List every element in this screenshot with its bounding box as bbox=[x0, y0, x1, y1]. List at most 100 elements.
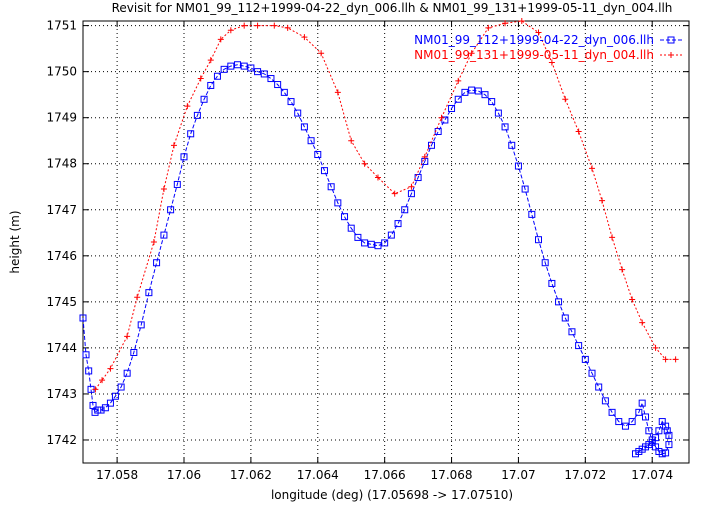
data-point bbox=[227, 62, 235, 70]
data-point bbox=[220, 65, 228, 73]
data-point bbox=[485, 24, 492, 31]
legend-sample-2 bbox=[660, 52, 683, 58]
data-point bbox=[347, 224, 355, 232]
data-point bbox=[217, 36, 224, 43]
data-point bbox=[663, 427, 671, 435]
data-point bbox=[117, 383, 125, 391]
data-point bbox=[241, 22, 248, 29]
data-point bbox=[658, 418, 666, 426]
data-point bbox=[555, 298, 563, 306]
series-2 bbox=[92, 18, 679, 393]
data-point bbox=[254, 22, 261, 29]
data-point bbox=[581, 355, 589, 363]
data-point bbox=[153, 259, 161, 267]
data-point bbox=[401, 206, 409, 214]
data-point bbox=[89, 401, 97, 409]
data-point bbox=[652, 344, 659, 351]
data-point bbox=[672, 356, 679, 363]
data-point bbox=[629, 296, 636, 303]
x-axis: 17.058 17.06 17.062 17.064 17.066 17.068 17.07… bbox=[96, 21, 673, 482]
plot-frame bbox=[82, 20, 690, 464]
data-point bbox=[387, 231, 395, 239]
data-point bbox=[535, 236, 543, 244]
data-point bbox=[518, 18, 525, 24]
data-point bbox=[662, 356, 669, 363]
data-point bbox=[645, 427, 653, 435]
data-point bbox=[562, 96, 569, 103]
x-tick-label: 17.074 bbox=[631, 468, 673, 482]
data-point bbox=[213, 72, 221, 80]
data-point bbox=[361, 239, 369, 247]
data-point bbox=[130, 349, 138, 356]
data-point bbox=[407, 190, 415, 198]
data-point bbox=[468, 86, 476, 94]
data-point bbox=[167, 206, 175, 214]
series-layer bbox=[79, 18, 679, 458]
data-point bbox=[601, 397, 609, 405]
data-point bbox=[341, 213, 349, 221]
data-point bbox=[160, 186, 167, 193]
data-point bbox=[227, 27, 234, 34]
data-point bbox=[274, 81, 282, 89]
data-point bbox=[381, 239, 389, 247]
y-axis-label: height (m) bbox=[8, 210, 22, 273]
legend-label-1: NM01_99_112+1999-04-22_dyn_006.llh bbox=[414, 33, 654, 47]
data-point bbox=[548, 59, 555, 66]
data-point bbox=[609, 234, 616, 241]
series-1-line bbox=[82, 64, 670, 455]
series-1 bbox=[79, 61, 673, 458]
data-point bbox=[85, 367, 93, 375]
data-point bbox=[474, 87, 482, 95]
x-tick-label: 17.07 bbox=[501, 468, 535, 482]
data-point bbox=[271, 22, 278, 29]
data-point bbox=[97, 406, 105, 414]
data-point bbox=[421, 153, 428, 160]
data-point bbox=[240, 62, 248, 70]
y-tick-label: 1744 bbox=[46, 341, 77, 355]
legend-sample-1 bbox=[660, 36, 683, 44]
data-point bbox=[348, 137, 355, 144]
data-point bbox=[502, 20, 509, 27]
data-point bbox=[280, 88, 288, 96]
data-point bbox=[374, 174, 381, 181]
data-point bbox=[320, 167, 328, 175]
data-point bbox=[173, 180, 181, 188]
data-point bbox=[361, 160, 368, 167]
data-point bbox=[247, 64, 255, 72]
y-tick-label: 1746 bbox=[46, 249, 77, 263]
data-point bbox=[655, 427, 663, 435]
data-point bbox=[528, 210, 536, 218]
data-point bbox=[448, 104, 456, 112]
y-axis: 1742 1743 1744 1745 1746 1747 1748 1749 1750 1751 bbox=[46, 19, 689, 447]
data-point bbox=[391, 190, 398, 197]
grid bbox=[83, 21, 689, 463]
data-point bbox=[92, 386, 99, 393]
data-point bbox=[307, 137, 315, 145]
data-point bbox=[481, 91, 489, 99]
data-point bbox=[207, 81, 215, 89]
data-point bbox=[468, 50, 475, 57]
y-tick-label: 1745 bbox=[46, 295, 77, 309]
data-point bbox=[438, 114, 445, 121]
data-point bbox=[79, 314, 87, 322]
data-point bbox=[588, 369, 596, 377]
data-point bbox=[314, 151, 322, 159]
data-point bbox=[294, 109, 302, 117]
data-point bbox=[170, 142, 177, 149]
data-point bbox=[631, 450, 639, 458]
data-point bbox=[197, 75, 204, 82]
data-point bbox=[287, 98, 295, 106]
x-tick-label: 17.06 bbox=[167, 468, 201, 482]
legend-marker bbox=[667, 36, 675, 44]
y-tick-label: 1742 bbox=[46, 433, 77, 447]
data-point bbox=[635, 408, 643, 416]
data-point bbox=[334, 199, 342, 207]
data-point bbox=[123, 369, 131, 377]
data-point bbox=[284, 24, 291, 31]
data-point bbox=[318, 50, 325, 57]
y-tick-label: 1748 bbox=[46, 157, 77, 171]
data-point bbox=[137, 321, 145, 329]
data-point bbox=[267, 75, 275, 83]
x-axis-label: longitude (deg) (17.05698 -> 17.07510) bbox=[271, 488, 513, 502]
series-2-line bbox=[94, 20, 676, 390]
